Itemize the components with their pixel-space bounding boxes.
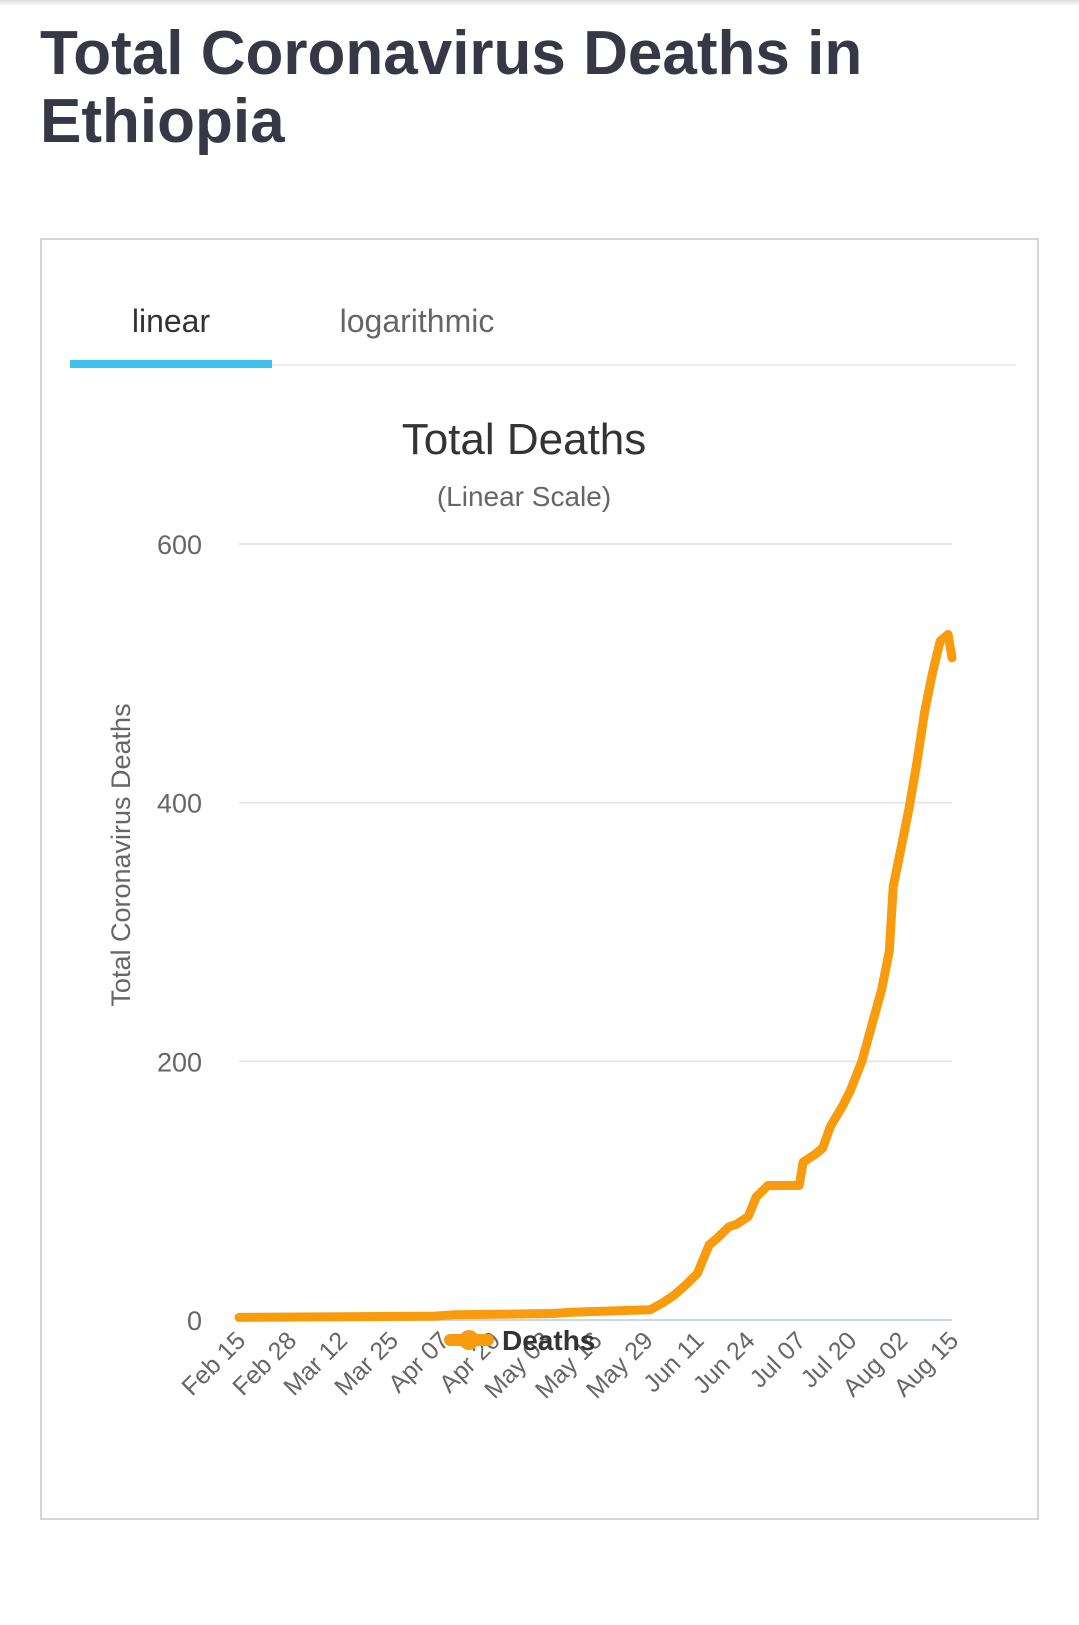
y-tick-label: 400 <box>157 789 202 819</box>
top-shadow <box>0 0 1079 6</box>
tab-underline-track <box>70 364 1016 366</box>
y-axis-label: Total Coronavirus Deaths <box>106 703 136 1006</box>
y-tick-label: 600 <box>157 530 202 560</box>
page-title: Total Coronavirus Deaths in Ethiopia <box>40 19 863 156</box>
legend-label-deaths[interactable]: Deaths <box>502 1325 595 1356</box>
tab-logarithmic[interactable]: logarithmic <box>339 303 495 339</box>
chart-card: linear logarithmic Total Deaths (Linear … <box>40 238 1039 1520</box>
chart-subtitle: (Linear Scale) <box>437 481 611 512</box>
x-tick-label: Jul 07 <box>744 1326 811 1393</box>
chart-title: Total Deaths <box>402 415 647 464</box>
y-tick-label: 200 <box>157 1047 202 1077</box>
y-tick-label: 0 <box>187 1306 202 1336</box>
deaths-chart: Total Deaths (Linear Scale) Total Corona… <box>106 415 964 1404</box>
tab-linear[interactable]: linear <box>131 303 211 339</box>
series-line-deaths[interactable] <box>234 630 957 1322</box>
tab-active-indicator <box>70 360 272 368</box>
scale-tabs: linear logarithmic <box>70 286 1016 368</box>
legend: Deaths <box>444 1325 595 1356</box>
legend-swatch-marker <box>459 1330 479 1350</box>
